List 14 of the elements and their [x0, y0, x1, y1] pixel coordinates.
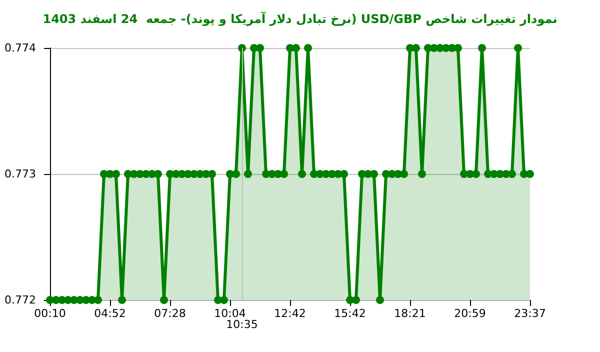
x-tick-label: 10:04	[214, 307, 246, 320]
y-tick-label: 0.774	[4, 42, 36, 54]
x-tick-label: 18:21	[394, 307, 426, 320]
x-tick-label: 20:59	[454, 307, 486, 320]
x-tick-label: 23:37	[514, 307, 546, 320]
y-tick-label: 0.773	[4, 168, 36, 180]
x-tick-label: 12:42	[274, 307, 306, 320]
x-tick-label: 00:10	[34, 307, 66, 320]
x-tick-label: 15:42	[334, 307, 366, 320]
x-tick-label: 10:35	[226, 318, 258, 331]
chart-title: نمودار تغییرات شاخص USD/GBP (نرخ تبادل دلار آمریکا و پوند)- جمعه 24 اسفند 1403	[42, 11, 558, 26]
x-tick-label: 07:28	[154, 307, 186, 320]
x-tick-label: 04:52	[94, 307, 126, 320]
y-tick-label: 0.772	[4, 294, 36, 306]
